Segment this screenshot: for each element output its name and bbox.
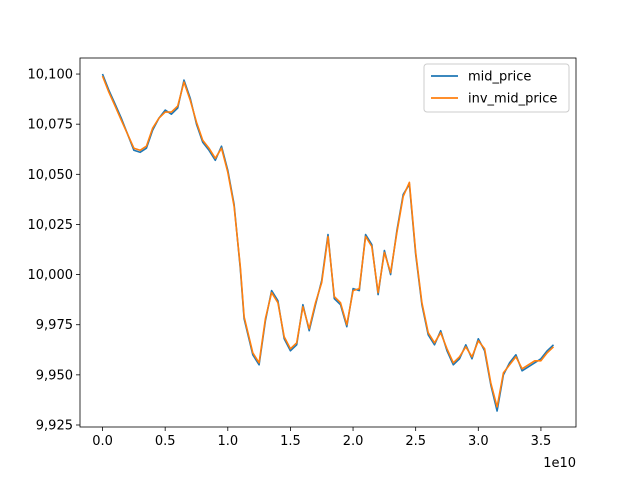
x-tick-label: 0.5 <box>155 434 176 449</box>
x-axis-offset-label: 1e10 <box>543 456 576 471</box>
legend-label-inv-mid-price: inv_mid_price <box>468 92 557 107</box>
x-tick-label: 2.5 <box>405 434 426 449</box>
plot-frame <box>79 57 577 428</box>
legend-label-mid-price: mid_price <box>468 70 531 85</box>
y-tick-label: 9,950 <box>36 368 73 383</box>
series-layer <box>101 73 555 412</box>
y-tick-label: 10,050 <box>28 168 74 183</box>
y-tick-label: 9,925 <box>36 418 73 433</box>
y-tick-label: 10,025 <box>28 218 74 233</box>
series-line-inv-mid-price <box>101 75 555 408</box>
x-tick-label: 3.5 <box>531 434 552 449</box>
x-tick-label: 0.0 <box>92 434 113 449</box>
x-axis: 0.0 0.5 1.0 1.5 2.0 2.5 3.0 3.5 <box>92 427 551 449</box>
y-tick-label: 10,000 <box>28 268 74 283</box>
legend: mid_price inv_mid_price <box>423 63 570 113</box>
y-tick-label: 10,075 <box>28 118 74 133</box>
y-axis: 9,925 9,950 9,975 10,000 10,025 10,050 10,075 1… <box>28 68 80 433</box>
series-line-mid-price <box>101 73 555 412</box>
x-tick-label: 3.0 <box>468 434 489 449</box>
y-tick-label: 10,100 <box>28 68 74 83</box>
x-tick-label: 1.5 <box>280 434 301 449</box>
x-tick-label: 1.0 <box>217 434 238 449</box>
legend-box <box>423 63 570 113</box>
y-tick-label: 9,975 <box>36 318 73 333</box>
x-tick-label: 2.0 <box>343 434 364 449</box>
